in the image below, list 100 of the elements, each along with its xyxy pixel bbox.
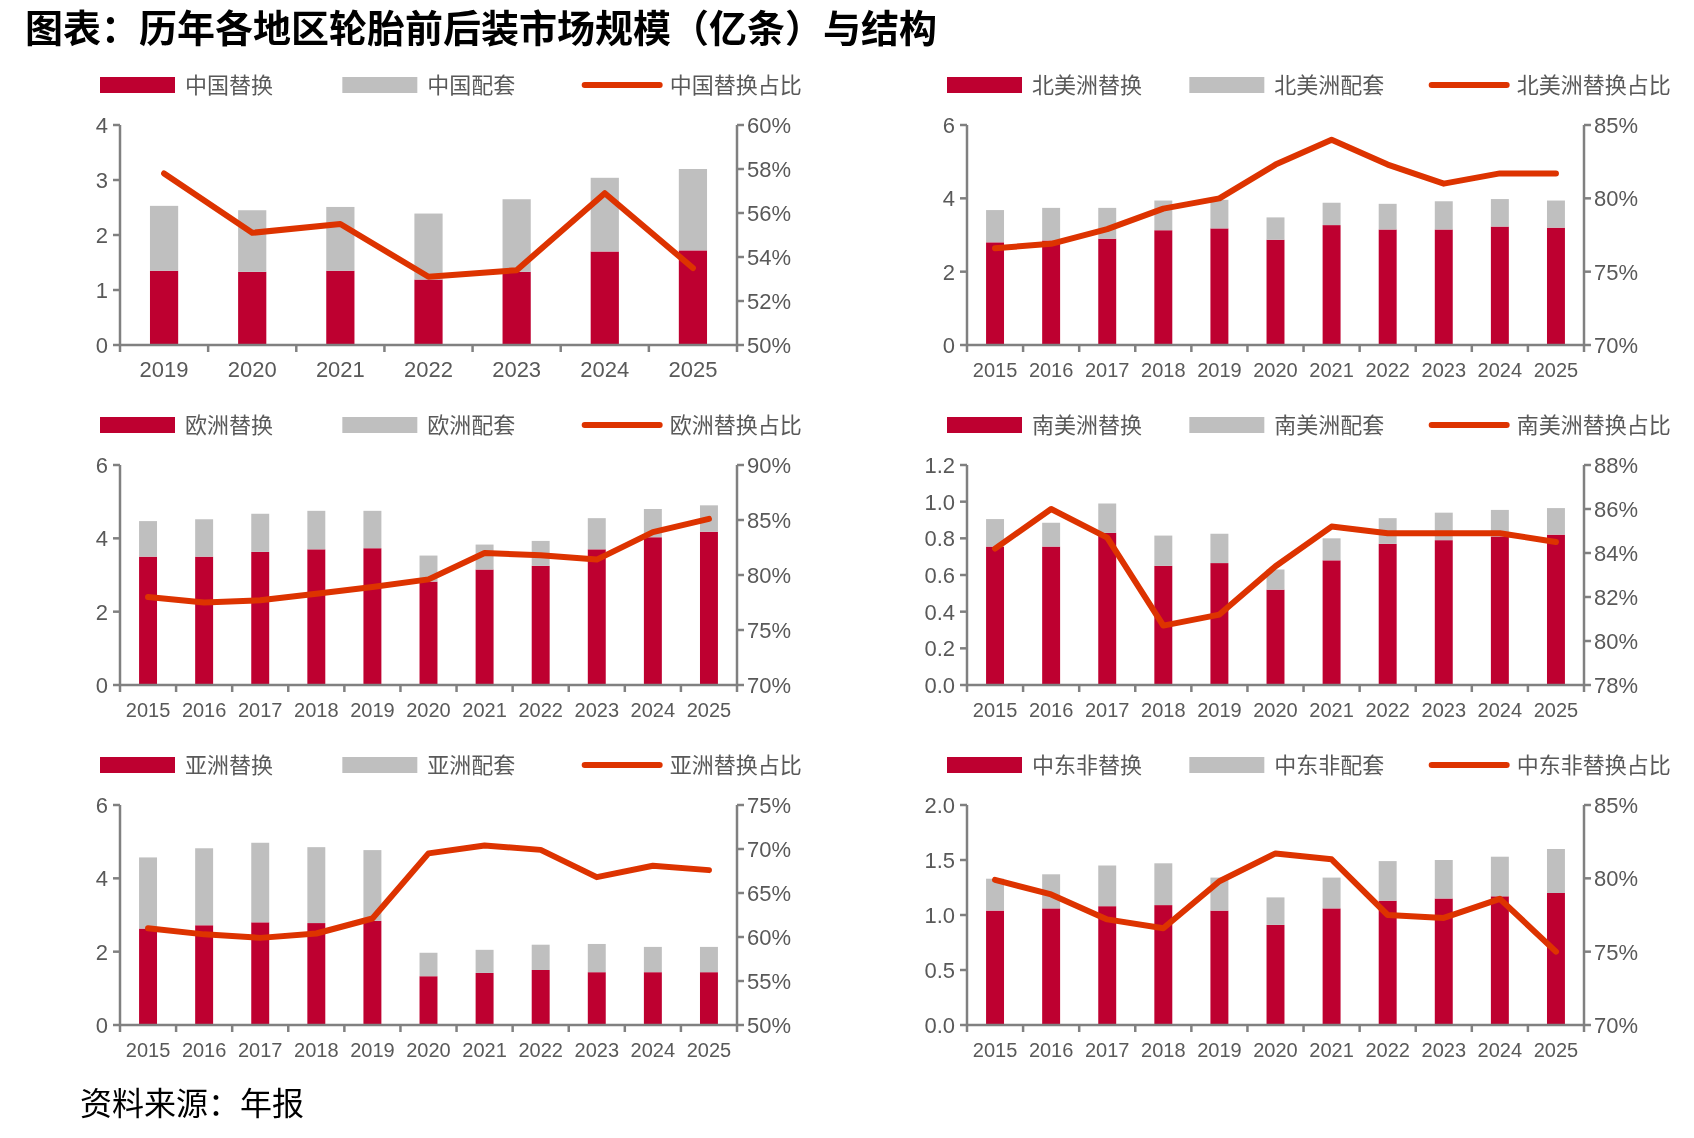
y-tick-label: 4 xyxy=(95,113,108,138)
y2-tick-label: 80% xyxy=(1594,186,1639,212)
y2-tick-label: 80% xyxy=(1594,629,1639,654)
x-tick-label: 2022 xyxy=(518,699,563,721)
y2-tick-label: 80% xyxy=(747,563,792,588)
y-tick-label: 2 xyxy=(95,939,108,965)
legend-label: 中国替换 xyxy=(185,67,274,99)
y2-tick-label: 84% xyxy=(1594,541,1639,566)
x-tick-label: 2018 xyxy=(1141,699,1186,721)
y2-tick-label: 75% xyxy=(747,618,792,643)
x-tick-label: 2020 xyxy=(406,1039,451,1061)
y2-tick-label: 70% xyxy=(1594,1013,1639,1038)
x-tick-label: 2023 xyxy=(1421,1039,1467,1061)
legend-label: 北美洲配套 xyxy=(1274,67,1385,99)
y-tick-label: 2 xyxy=(95,599,108,625)
y2-tick-label: 85% xyxy=(747,508,792,533)
y2-tick-label: 55% xyxy=(747,969,792,994)
y-tick-label: 4 xyxy=(942,186,955,212)
y-tick-label: 2 xyxy=(95,223,108,248)
legend-label: 欧洲替换 xyxy=(185,407,274,439)
x-tick-label: 2016 xyxy=(1028,699,1074,721)
y2-tick-label: 80% xyxy=(1594,866,1639,892)
x-tick-label: 2021 xyxy=(462,699,507,721)
legend-label: 北美洲替换占比 xyxy=(1516,67,1671,99)
y-tick-label: 0.6 xyxy=(924,563,955,588)
y-tick-label: 1.0 xyxy=(924,489,955,515)
x-tick-label: 2020 xyxy=(406,699,451,721)
y2-tick-label: 50% xyxy=(747,1013,792,1038)
y2-tick-label: 75% xyxy=(1594,259,1639,285)
y2-tick-label: 58% xyxy=(747,157,792,182)
x-tick-label: 2019 xyxy=(1197,699,1242,721)
y-tick-label: 0.8 xyxy=(924,526,955,552)
x-tick-label: 2015 xyxy=(972,359,1018,381)
legend-label: 南美洲替换 xyxy=(1032,407,1143,439)
y2-tick-label: 70% xyxy=(747,837,792,862)
y2-tick-label: 86% xyxy=(1594,497,1639,522)
legend-label: 中东非替换 xyxy=(1032,747,1143,779)
y2-tick-label: 65% xyxy=(747,881,792,906)
legend-label: 中东非替换占比 xyxy=(1516,747,1671,779)
x-tick-label: 2020 xyxy=(227,357,277,382)
x-tick-label: 2021 xyxy=(462,1039,507,1061)
x-tick-label: 2020 xyxy=(1253,359,1298,381)
y2-tick-label: 85% xyxy=(1594,793,1639,818)
y2-tick-label: 82% xyxy=(1594,585,1639,610)
x-tick-label: 2020 xyxy=(1253,1039,1298,1061)
x-tick-label: 2015 xyxy=(972,699,1018,721)
y-tick-label: 0 xyxy=(95,673,108,698)
x-tick-label: 2017 xyxy=(1084,699,1130,721)
x-tick-label: 2022 xyxy=(404,357,453,382)
x-tick-label: 2019 xyxy=(350,1039,395,1061)
y2-tick-label: 60% xyxy=(747,113,792,138)
y2-tick-label: 90% xyxy=(747,453,792,478)
y2-tick-label: 56% xyxy=(747,201,792,226)
y2-tick-label: 52% xyxy=(747,289,792,314)
x-tick-label: 2022 xyxy=(1365,359,1410,381)
x-tick-label: 2019 xyxy=(1197,1039,1242,1061)
x-tick-label: 2021 xyxy=(1309,1039,1354,1061)
x-tick-label: 2017 xyxy=(237,1039,283,1061)
x-tick-label: 2016 xyxy=(1028,359,1074,381)
x-tick-label: 2024 xyxy=(630,699,676,721)
y-tick-label: 0 xyxy=(95,333,108,358)
y-tick-label: 0 xyxy=(95,1013,108,1038)
x-tick-label: 2025 xyxy=(1533,699,1579,721)
x-tick-label: 2020 xyxy=(1253,699,1298,721)
chart-title: 图表：历年各地区轮胎前后装市场规模（亿条）与结构 xyxy=(25,0,938,53)
y-tick-label: 6 xyxy=(95,793,108,818)
legend-label: 南美洲替换占比 xyxy=(1516,407,1671,439)
y-tick-label: 2 xyxy=(942,259,955,285)
y2-tick-label: 54% xyxy=(747,245,792,270)
x-tick-label: 2019 xyxy=(1197,359,1242,381)
x-tick-label: 2017 xyxy=(237,699,283,721)
x-tick-label: 2015 xyxy=(125,699,171,721)
legend-label: 北美洲替换 xyxy=(1032,67,1143,99)
y2-tick-label: 70% xyxy=(747,673,792,698)
y2-tick-label: 50% xyxy=(747,333,792,358)
x-tick-label: 2017 xyxy=(1084,1039,1130,1061)
y-tick-label: 0.0 xyxy=(924,1013,955,1038)
x-tick-label: 2017 xyxy=(1084,359,1130,381)
x-tick-label: 2019 xyxy=(139,357,189,382)
x-tick-label: 2023 xyxy=(574,699,620,721)
x-tick-label: 2018 xyxy=(1141,359,1186,381)
y-tick-label: 0 xyxy=(942,333,955,358)
y-tick-label: 1.2 xyxy=(924,453,955,478)
legend-label: 中国配套 xyxy=(427,67,516,99)
x-tick-label: 2024 xyxy=(580,357,630,382)
legend-label: 中东非配套 xyxy=(1274,747,1385,779)
x-tick-label: 2024 xyxy=(1477,359,1523,381)
legend-label: 南美洲配套 xyxy=(1274,407,1385,439)
x-tick-label: 2016 xyxy=(1028,1039,1074,1061)
x-tick-label: 2025 xyxy=(668,357,718,382)
y2-tick-label: 75% xyxy=(1594,939,1639,965)
y2-tick-label: 78% xyxy=(1594,673,1639,698)
x-tick-label: 2024 xyxy=(1477,699,1523,721)
x-tick-label: 2018 xyxy=(294,1039,339,1061)
y-tick-label: 2.0 xyxy=(924,793,955,818)
x-tick-label: 2019 xyxy=(350,699,395,721)
y-tick-label: 0.4 xyxy=(924,599,955,625)
x-tick-label: 2025 xyxy=(1533,359,1579,381)
y-tick-label: 0.2 xyxy=(924,636,955,662)
y2-tick-label: 70% xyxy=(1594,333,1639,358)
